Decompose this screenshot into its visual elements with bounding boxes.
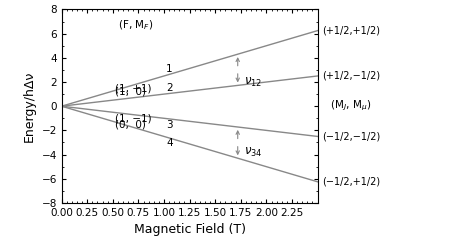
Text: $\nu_{34}$: $\nu_{34}$ [244,146,263,159]
Text: (F, M$_F$): (F, M$_F$) [118,18,153,32]
Text: (−1/2,+1/2): (−1/2,+1/2) [322,177,381,187]
Text: $\nu_{12}$: $\nu_{12}$ [244,76,262,89]
Text: (+1/2,−1/2): (+1/2,−1/2) [322,71,381,81]
Text: (1, +1): (1, +1) [115,83,151,93]
Y-axis label: Energy/hΔν: Energy/hΔν [23,71,36,142]
X-axis label: Magnetic Field (T): Magnetic Field (T) [134,223,246,236]
Text: 1: 1 [166,64,173,74]
Text: 4: 4 [166,138,173,148]
Text: (−1/2,−1/2): (−1/2,−1/2) [322,131,381,141]
Text: 2: 2 [166,83,173,93]
Text: (M$_J$, M$_\mu$): (M$_J$, M$_\mu$) [330,99,371,114]
Text: (+1/2,+1/2): (+1/2,+1/2) [322,26,380,36]
Text: 3: 3 [166,120,173,130]
Text: (1,  0): (1, 0) [115,86,146,96]
Text: (1, −1): (1, −1) [115,114,152,124]
Text: (0,  0): (0, 0) [115,119,146,129]
